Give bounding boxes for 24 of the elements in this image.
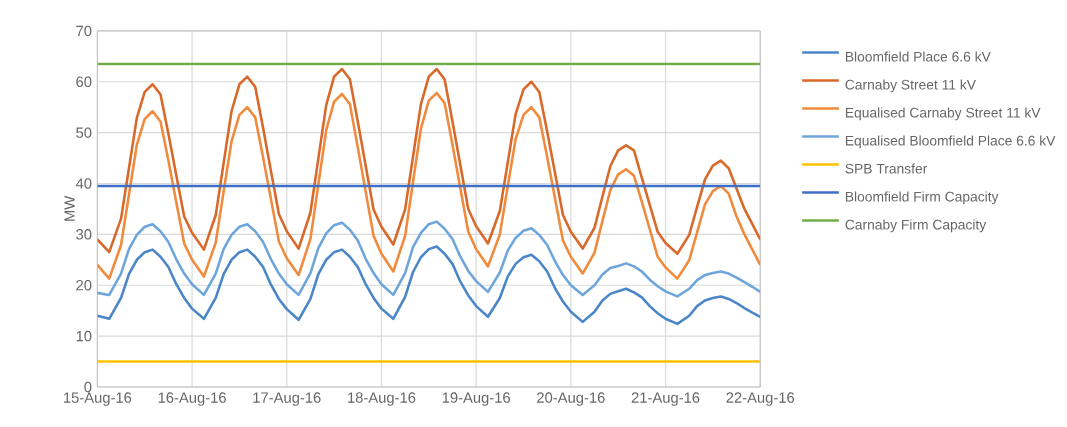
y-tick-label: 60 [76, 76, 92, 87]
x-tick-label: 20-Aug-16 [537, 392, 605, 406]
legend-label: Carnaby Firm Capacity [845, 219, 987, 233]
y-axis-title: MW [64, 195, 75, 221]
x-tick-label: 15-Aug-16 [64, 392, 132, 406]
y-tick-label: 10 [76, 330, 92, 342]
legend-label: Bloomfield Firm Capacity [845, 191, 999, 205]
y-tick-label: 20 [76, 279, 92, 291]
x-tick-label: 19-Aug-16 [442, 392, 510, 406]
x-tick-label: 18-Aug-16 [348, 392, 416, 406]
legend-label: SPB Transfer [845, 163, 928, 174]
x-tick-label: 17-Aug-16 [253, 392, 321, 406]
x-tick-label: 22-Aug-16 [726, 392, 795, 406]
x-tick-label: 21-Aug-16 [631, 392, 700, 406]
y-tick-label: 0 [84, 381, 92, 393]
y-tick-label: 70 [76, 25, 92, 37]
legend-label: Bloomfield Place 6.6 kV [845, 51, 991, 62]
x-tick-label: 16-Aug-16 [158, 392, 226, 406]
legend-label: Equalised Bloomfield Place 6.6 kV [845, 135, 1056, 149]
y-tick-label: 50 [76, 127, 92, 138]
legend-label: Carnaby Street 11 kV [845, 79, 976, 93]
y-tick-label: 40 [75, 178, 92, 189]
legend-label: Equalised Carnaby Street 11 kV [845, 107, 1041, 121]
y-tick-label: 30 [76, 229, 92, 240]
